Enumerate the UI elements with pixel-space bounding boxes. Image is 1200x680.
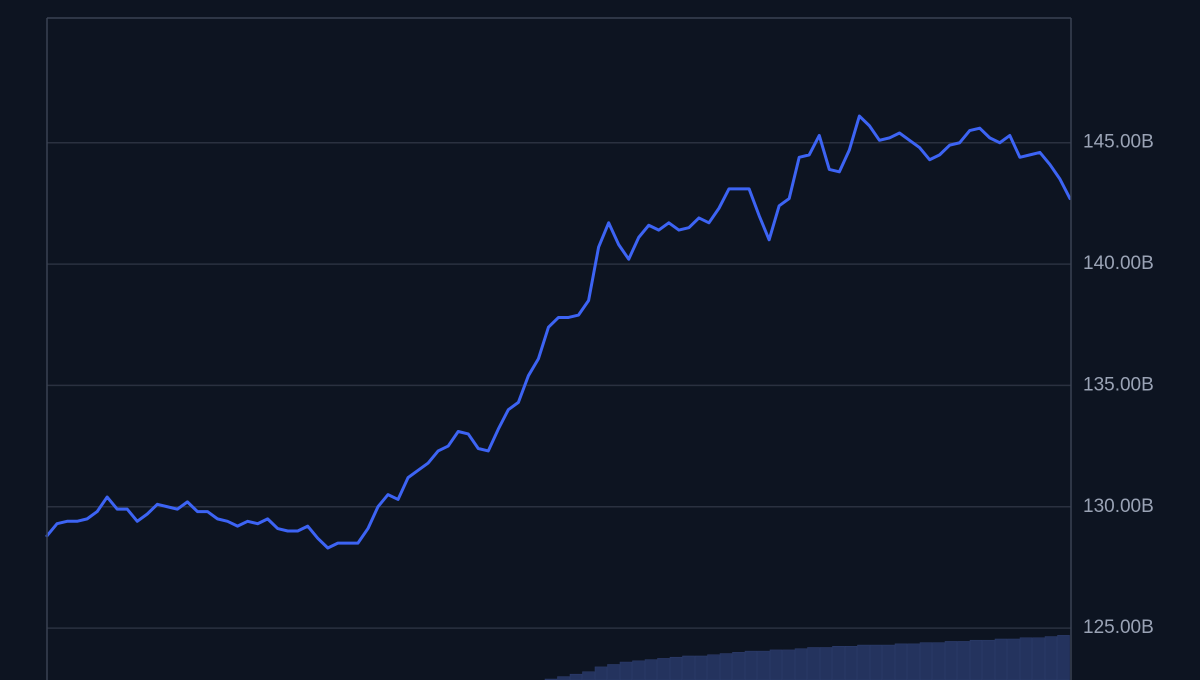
bar xyxy=(844,646,858,680)
bar xyxy=(794,648,808,680)
grid xyxy=(47,141,1071,629)
bar xyxy=(632,660,645,680)
line-layer xyxy=(45,114,1072,550)
y-axis: 125.00B 130.00B 135.00B 140.00B 145.00B xyxy=(1083,132,1154,638)
bar xyxy=(682,655,695,680)
bar xyxy=(582,671,595,680)
bar xyxy=(1019,637,1033,680)
bar xyxy=(819,647,833,680)
bar xyxy=(857,644,870,680)
volume-bars xyxy=(544,635,1070,680)
y-tick-label: 145.00B xyxy=(1083,132,1154,153)
bar xyxy=(769,649,783,680)
bar xyxy=(982,639,995,680)
bar xyxy=(657,658,670,680)
y-tick-label: 140.00B xyxy=(1083,253,1154,274)
bar xyxy=(807,647,820,680)
bar xyxy=(757,650,770,680)
y-tick-label: 125.00B xyxy=(1083,617,1154,638)
y-tick-label: 130.00B xyxy=(1083,496,1154,517)
bar xyxy=(594,666,608,680)
bar xyxy=(994,638,1008,680)
bar xyxy=(832,646,845,680)
bar xyxy=(969,639,983,680)
bar xyxy=(869,644,883,680)
bar xyxy=(782,649,795,680)
bar xyxy=(882,644,895,680)
bar xyxy=(744,650,758,680)
bar xyxy=(669,656,683,680)
bar xyxy=(944,641,958,680)
bar xyxy=(557,676,570,680)
bar xyxy=(694,655,708,680)
y-tick-label: 135.00B xyxy=(1083,374,1154,395)
bar xyxy=(957,641,970,680)
bar xyxy=(1057,635,1070,680)
price-line xyxy=(45,114,1072,550)
bar xyxy=(732,652,745,680)
bar xyxy=(1007,638,1020,680)
bar xyxy=(932,642,945,680)
bar xyxy=(719,653,733,680)
bar xyxy=(1032,637,1045,680)
bar xyxy=(919,642,933,680)
bar xyxy=(619,661,633,680)
bar xyxy=(1044,636,1058,680)
bar xyxy=(644,659,658,680)
bar xyxy=(707,654,720,680)
bar xyxy=(569,673,583,680)
bar xyxy=(907,643,920,680)
bar xyxy=(894,643,908,680)
bar xyxy=(607,664,620,680)
